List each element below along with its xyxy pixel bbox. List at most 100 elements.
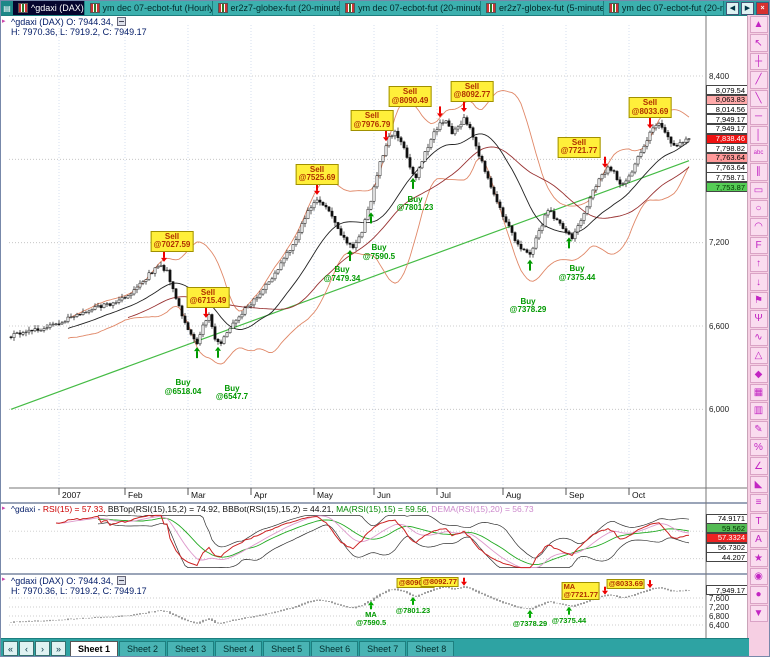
sell-signal-label: Sell @8033.69 <box>628 97 672 119</box>
arc-tool-icon[interactable]: ◠ <box>749 218 768 236</box>
close-icon[interactable]: × <box>756 1 769 15</box>
sheet-tab-4[interactable]: Sheet 4 <box>215 640 263 656</box>
mini-buy-signal-label: MA @7590.5 <box>356 611 386 627</box>
prev-sheet-icon[interactable]: ‹ <box>19 641 34 656</box>
chart-tab-2[interactable]: ym dec 07-ecbot-fut (Hourly) <box>84 1 213 15</box>
sheet-tab-1[interactable]: Sheet 1 <box>70 640 119 656</box>
signal-word: Sell <box>464 81 480 91</box>
grid-tool-icon[interactable]: ▦ <box>749 383 768 402</box>
collapse-icon[interactable] <box>117 17 127 26</box>
mini-chart-header-line2: H: 7970.36, L: 7919.2, C: 7949.17 <box>11 586 147 596</box>
window-icon[interactable]: ▤ <box>1 1 13 15</box>
star-tool-icon[interactable]: ★ <box>749 549 768 567</box>
mini-price-box: 7,949.17 <box>706 585 748 596</box>
mini-panel-collapse-icon[interactable]: ▸ <box>2 576 6 583</box>
price-axis-label: 7,200 <box>709 238 730 248</box>
signal-word: MA <box>563 581 576 591</box>
tab-label: er2z7-globex-fut (20-minute) <box>230 3 341 13</box>
ellipse-tool-icon[interactable]: ○ <box>749 199 768 218</box>
mini-sell-signal-label: MA @7721.77 <box>561 581 600 600</box>
signal-price: @8033.69 <box>631 106 669 116</box>
rsi-header-segment: ^gdaxi - <box>11 504 43 514</box>
price-box: 8,063.83 <box>706 94 748 105</box>
pitchfork-tool-icon[interactable]: Ψ <box>749 310 768 328</box>
vertical-line-tool-icon[interactable]: │ <box>749 126 768 144</box>
marker-tool-icon[interactable]: ● <box>749 586 768 604</box>
chart-tab-6[interactable]: ym dec 07-ecbot-fut (20-m <box>603 1 724 15</box>
diamond-tool-icon[interactable]: ◆ <box>749 365 768 383</box>
first-sheet-icon[interactable]: « <box>3 641 18 656</box>
buy-signal-label: Buy @7479.34 <box>324 266 361 283</box>
gann-fan-tool-icon[interactable]: ◣ <box>749 475 768 494</box>
time-tool-icon[interactable]: T <box>749 512 768 530</box>
trendline-tool-icon[interactable]: ╱ <box>749 71 768 89</box>
sheet-bar: «‹ ›» Sheet 1 Sheet 2 Sheet 3 Sheet 4 Sheet 5… <box>1 638 749 656</box>
chart-tab-1[interactable]: ^gdaxi (DAX) <box>13 1 85 15</box>
sheet-tab-6[interactable]: Sheet 6 <box>311 640 359 656</box>
crosshair-tool-icon[interactable]: ┼ <box>749 52 768 71</box>
ray-tool-icon[interactable]: ╲ <box>749 89 768 107</box>
tab-scroll-left-icon[interactable]: ◀ <box>726 1 739 15</box>
anchor-tool-icon[interactable]: A <box>749 530 768 549</box>
fibonacci-tool-icon[interactable]: F <box>749 236 768 255</box>
parallel-lines-tool-icon[interactable]: ∥ <box>749 163 768 181</box>
chart-tab-5[interactable]: er2z7-globex-fut (5-minute) <box>480 1 604 15</box>
scroll-down-icon[interactable]: ▼ <box>749 604 768 622</box>
mini-buy-signal-label: @7378.29 <box>512 618 548 628</box>
pointer-tool-icon[interactable]: ↖ <box>749 34 768 52</box>
sheet-tab-8[interactable]: Sheet 8 <box>407 640 455 656</box>
next-sheet-icon[interactable]: › <box>35 641 50 656</box>
signal-price: @8090.49 <box>391 95 429 105</box>
angle-tool-icon[interactable]: ∠ <box>749 457 768 475</box>
drawing-toolbar: ▲ ↖ ┼ ╱ ╲ ─ │ abc ∥ ▭ ○ ◠ F ↑ ↓ ⚑ Ψ ∿ △ ◆ ▦ ▥ ✎% ∠ ◣ ≡ T A ★ ◉ ● ▼ <box>747 15 769 656</box>
chart-tab-3[interactable]: er2z7-globex-fut (20-minute) <box>212 1 341 15</box>
tab-label: ^gdaxi (DAX) <box>31 3 84 13</box>
menu-tool-icon[interactable]: ≡ <box>749 494 768 512</box>
sheet-tab-5[interactable]: Sheet 5 <box>263 640 311 656</box>
chart-tabs: ^gdaxi (DAX) ym dec 07-ecbot-fut (Hourly)… <box>13 1 724 15</box>
buy-signal-label: Buy @6518.04 <box>165 379 202 396</box>
signal-price: @7525.69 <box>298 173 336 183</box>
last-sheet-icon[interactable]: » <box>51 641 66 656</box>
mini-buy-signal-label: @7375.44 <box>551 615 587 625</box>
rsi-header-segment: BBTop(RSI(15),15,2) = 74.92, <box>107 504 223 514</box>
rsi-header-segment: DEMA(RSI(15),20) = 56.73 <box>431 504 534 514</box>
bars-tool-icon[interactable]: ▥ <box>749 402 768 420</box>
tab-scroll-right-icon[interactable]: ▶ <box>741 1 754 15</box>
main-panel-collapse-icon[interactable]: ▸ <box>2 18 6 25</box>
sheet-tab-2[interactable]: Sheet 2 <box>119 640 167 656</box>
collapse-icon[interactable] <box>117 576 127 585</box>
wave-tool-icon[interactable]: ∿ <box>749 328 768 347</box>
buy-signal-label: Buy @7801.23 <box>397 195 434 213</box>
flag-tool-icon[interactable]: ⚑ <box>749 291 768 310</box>
rsi-header-segment: MA(RSI(15),15) = 59.56, <box>336 504 432 514</box>
time-axis-label: May <box>317 490 334 500</box>
pencil-tool-icon[interactable]: ✎ <box>749 420 768 438</box>
sheet-tab-3[interactable]: Sheet 3 <box>167 640 215 656</box>
sheet-tab-7[interactable]: Sheet 7 <box>359 640 407 656</box>
target-tool-icon[interactable]: ◉ <box>749 567 768 586</box>
signal-price: @7375.44 <box>558 272 596 282</box>
sheet-tabs: Sheet 1 Sheet 2 Sheet 3 Sheet 4 Sheet 5 Sheet… <box>70 640 455 656</box>
scroll-up-icon[interactable]: ▲ <box>749 16 768 34</box>
signal-price: @7378.29 <box>509 305 547 315</box>
price-box: 7,798.82 <box>706 143 748 154</box>
arrow-up-tool-icon[interactable]: ↑ <box>749 255 768 273</box>
text-tool-icon[interactable]: abc <box>749 144 768 163</box>
price-axis-label: 6,600 <box>709 321 730 331</box>
signal-price: @6547.7 <box>215 392 249 402</box>
time-axis-label: Aug <box>506 490 522 500</box>
rsi-panel-collapse-icon[interactable]: ▸ <box>2 505 6 512</box>
chart-tab-4[interactable]: ym dec 07-ecbot-fut (20-minute) <box>340 1 481 15</box>
triangle-tool-icon[interactable]: △ <box>749 347 768 365</box>
rsi-value-box: 59.562 <box>706 523 748 534</box>
horizontal-line-tool-icon[interactable]: ─ <box>749 107 768 126</box>
rectangle-tool-icon[interactable]: ▭ <box>749 181 768 199</box>
rsi-value-box: 57.3324 <box>706 532 748 543</box>
time-axis-label: Oct <box>632 490 646 500</box>
rsi-value-box: 56.7302 <box>706 542 748 553</box>
sheet-nav: «‹ ›» <box>3 641 66 656</box>
percent-tool-icon[interactable]: % <box>749 438 768 457</box>
arrow-down-tool-icon[interactable]: ↓ <box>749 273 768 291</box>
mini-price-axis-label: 7,200 <box>709 602 730 612</box>
